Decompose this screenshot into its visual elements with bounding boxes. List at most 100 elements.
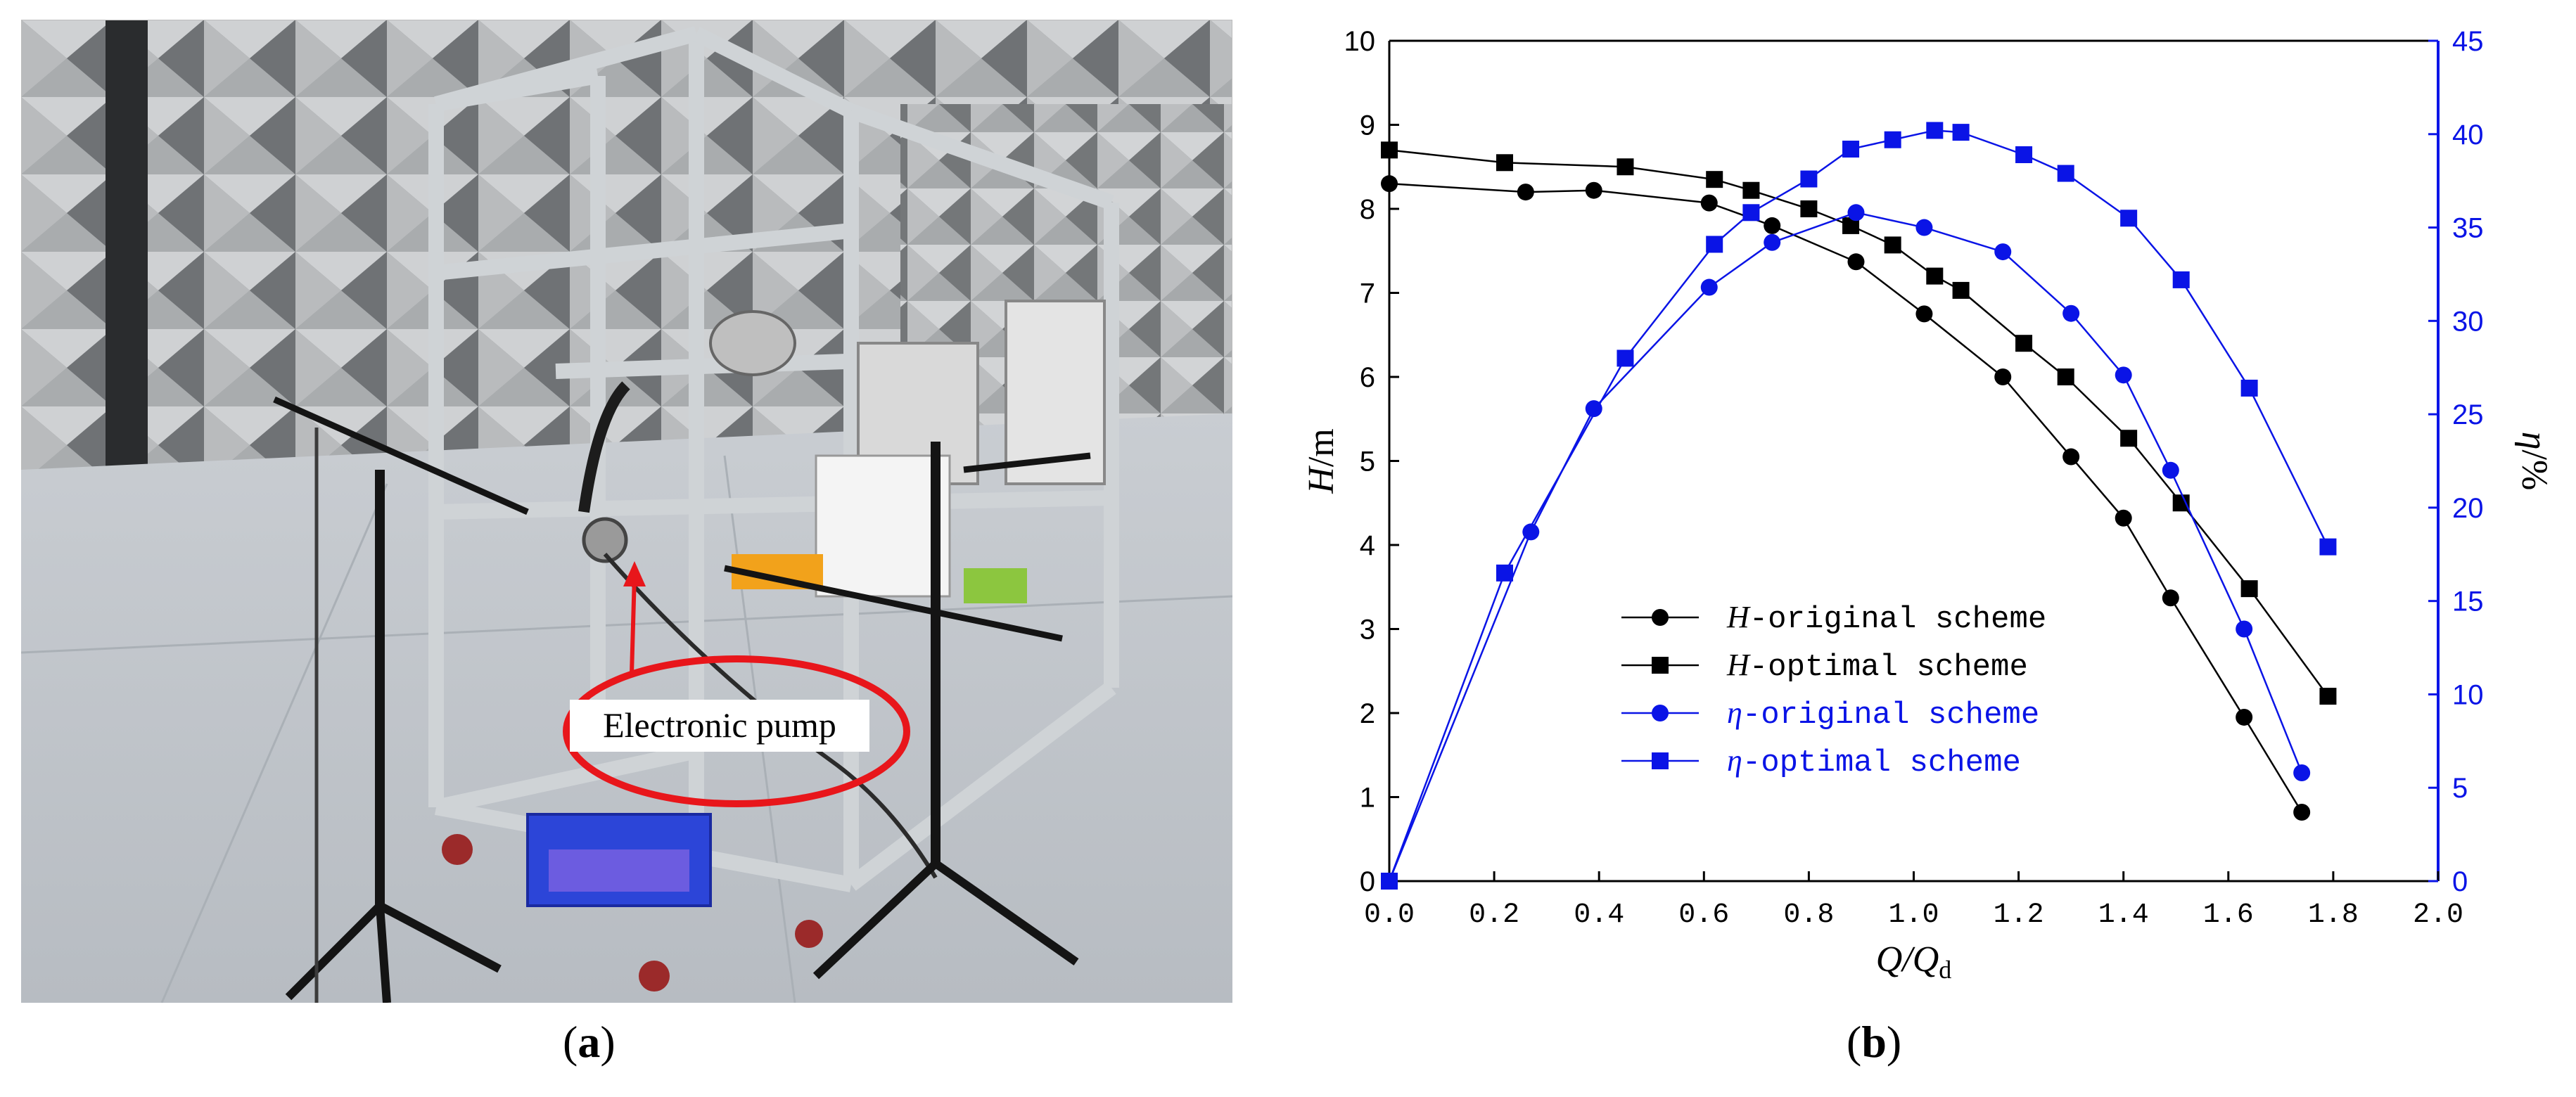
y-right-tick-label: 10: [2452, 679, 2484, 710]
data-point: [1700, 278, 1718, 296]
y-right-tick-label: 20: [2452, 493, 2484, 524]
y-right-tick-label: 30: [2452, 306, 2484, 337]
x-tick-label: 1.0: [1888, 899, 1939, 931]
data-point: [1800, 200, 1818, 217]
legend-item-0: H-original scheme: [1621, 600, 2046, 637]
data-point: [2015, 146, 2033, 163]
aluminum-frame: [428, 26, 1119, 892]
data-point: [1617, 158, 1634, 176]
data-point: [2293, 804, 2311, 821]
x-tick-label: 0.8: [1783, 899, 1834, 931]
y-left-axis-title: H/m: [1301, 428, 1341, 494]
data-point: [1847, 253, 1865, 271]
data-point: [2115, 366, 2132, 384]
data-point: [1800, 170, 1818, 188]
y-right-tick-label: 35: [2452, 213, 2484, 244]
data-point: [2293, 764, 2311, 781]
x-tick-label: 0.2: [1469, 899, 1519, 931]
data-point: [1381, 175, 1398, 193]
data-point: [1381, 141, 1398, 159]
data-point: [2115, 509, 2132, 527]
data-point: [2057, 165, 2074, 182]
data-point: [1847, 204, 1865, 222]
data-point: [1926, 267, 1944, 285]
data-point: [1952, 281, 1970, 299]
legend-label: η-optimal scheme: [1727, 743, 2021, 781]
y-right-tick-label: 0: [2452, 866, 2468, 897]
x-tick-label: 0.6: [1678, 899, 1729, 931]
y-right-tick-label: 25: [2452, 399, 2484, 430]
x-tick-label: 1.4: [2098, 899, 2149, 931]
data-point: [2015, 335, 2033, 352]
y-left-tick-label: 10: [1344, 26, 1376, 57]
data-point: [2162, 589, 2179, 607]
data-point: [1496, 564, 1514, 582]
legend: H-original scheme H-optimal scheme η-origi…: [1621, 600, 2046, 781]
caption-b: (b): [1847, 1017, 1902, 1067]
callout-electronic-pump: Electronic pump: [563, 561, 910, 807]
y-right-tick-label: 5: [2452, 773, 2468, 804]
series-0: [1381, 175, 2311, 821]
data-point: [2236, 620, 2253, 638]
data-point: [1994, 243, 2012, 261]
legend-item-3: η-optimal scheme: [1621, 743, 2021, 781]
data-point: [2162, 461, 2179, 479]
data-point: [1742, 204, 1760, 222]
legend-label: H-optimal scheme: [1726, 648, 2028, 685]
legend-marker: [1652, 752, 1669, 769]
y-left-tick-label: 2: [1360, 698, 1375, 729]
y-right-axis-title: η/%: [2514, 432, 2554, 491]
legend-label: η-original scheme: [1727, 695, 2039, 733]
x-tick-label: 1.8: [2308, 899, 2359, 931]
x-tick-label: 0.0: [1364, 899, 1415, 931]
data-point: [1700, 194, 1718, 212]
data-point: [2240, 580, 2258, 598]
data-point: [1842, 141, 1860, 158]
series-3: [1381, 122, 2337, 890]
y-left-tick-label: 7: [1360, 278, 1375, 309]
legend-item-2: η-original scheme: [1621, 695, 2039, 733]
y-left-tick-label: 6: [1360, 362, 1375, 393]
data-point: [1884, 131, 1901, 148]
data-point: [1522, 523, 1540, 541]
data-point: [2319, 538, 2337, 556]
data-point: [2240, 379, 2258, 397]
series-line: [1388, 212, 2303, 882]
series-1: [1381, 141, 2337, 705]
y-left-tick-label: 4: [1360, 530, 1375, 561]
data-point: [1706, 171, 1723, 188]
y-left-tick-label: 0: [1360, 866, 1375, 897]
caption-a-letter: a: [578, 1017, 601, 1067]
data-point: [1585, 400, 1602, 418]
series-line: [1388, 129, 2329, 882]
data-point: [1381, 873, 1398, 890]
data-point: [1706, 236, 1723, 253]
data-point: [1742, 181, 1760, 199]
data-point: [1915, 219, 1933, 236]
legend-marker: [1652, 609, 1669, 626]
caption-b-letter: b: [1861, 1017, 1887, 1067]
data-point: [1517, 184, 1534, 201]
data-point: [2172, 494, 2190, 512]
data-point: [2120, 430, 2138, 447]
callout-label: Electronic pump: [603, 705, 836, 745]
data-point: [2319, 688, 2337, 705]
legend-marker: [1652, 657, 1669, 674]
y-left-tick-label: 5: [1360, 447, 1375, 477]
y-left-tick-label: 3: [1360, 615, 1375, 646]
microphone-stands: [273, 396, 1091, 1003]
data-point: [1764, 217, 1781, 234]
data-point: [2062, 304, 2080, 322]
x-tick-label: 1.6: [2203, 899, 2254, 931]
chart-panel-b: 0.0 0.2 0.4 0.6 0.8 1.0 1.2 1.4 1.6 1.8 2.00123456…: [1301, 26, 2554, 984]
data-point: [1617, 349, 1634, 367]
legend-label: H-original scheme: [1726, 600, 2046, 637]
legend-item-1: H-optimal scheme: [1621, 648, 2028, 685]
y-right-tick-label: 45: [2452, 26, 2484, 57]
data-point: [1994, 368, 2012, 385]
y-right-tick-label: 15: [2452, 586, 2484, 617]
photo-panel-a: Electronic pump: [21, 20, 1232, 1003]
data-point: [2057, 368, 2074, 385]
data-point: [2172, 271, 2190, 288]
series-2: [1381, 204, 2311, 890]
